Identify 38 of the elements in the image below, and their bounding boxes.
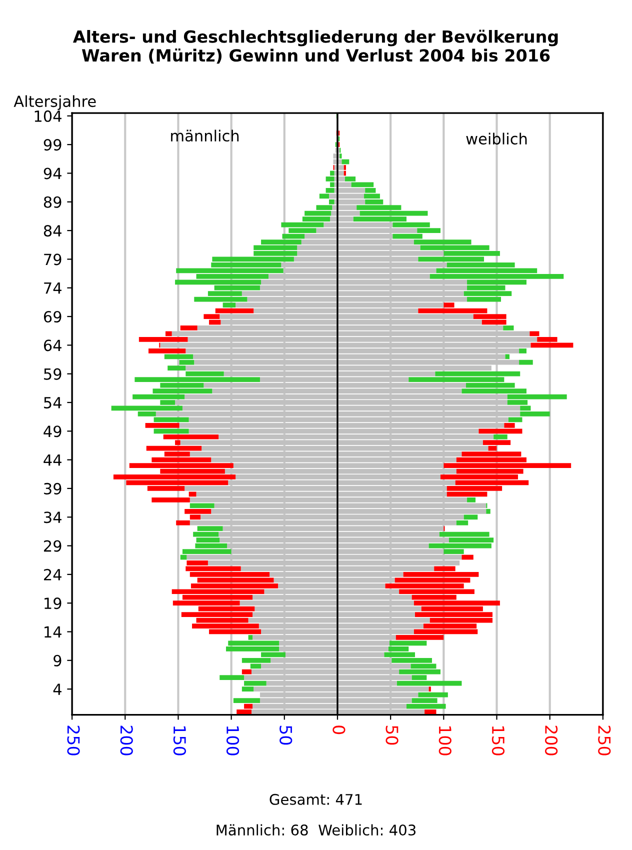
- y-tick-label: 39: [44, 482, 62, 494]
- y-tick-label: 29: [44, 540, 62, 552]
- y-tick-label: 24: [44, 568, 62, 580]
- chart-title: Alters- und Geschlechtsgliederung der Bevölkerung Waren (Müritz) Gewinn und Verlust 2004 bis 2016: [72, 30, 558, 64]
- y-tick-label: 74: [44, 282, 62, 294]
- y-tick-label: 99: [44, 139, 62, 151]
- text: Gesamt: 471: [270, 794, 362, 805]
- x-tick-label: 100: [226, 726, 240, 756]
- y-tick-label: 64: [44, 340, 62, 352]
- x-tick-label: 200: [545, 726, 558, 756]
- x-tick-label: 250: [67, 726, 80, 756]
- y-tick-label: 59: [44, 368, 62, 380]
- y-tick-label: 54: [44, 397, 62, 409]
- y-tick-label: 49: [44, 426, 62, 438]
- y-tick-label: 84: [44, 225, 62, 237]
- annotation: weiblich: [466, 132, 527, 145]
- y-tick-label: 14: [44, 626, 62, 638]
- y-tick-label: 79: [44, 254, 62, 266]
- text: Männlich: 68 Weiblich: 403: [216, 824, 416, 836]
- y-tick-label: 44: [44, 454, 62, 466]
- x-tick-label: 150: [492, 726, 505, 756]
- y-tick-label: 94: [44, 168, 62, 180]
- x-tick-label: 100: [438, 726, 452, 756]
- x-tick-label: 250: [598, 726, 611, 756]
- y-tick-label: 89: [44, 196, 62, 208]
- y-tick-label: 104: [34, 110, 62, 122]
- y-axis-title: Altersjahre: [14, 95, 96, 110]
- annotation: männlich: [171, 130, 239, 142]
- x-tick-label: 0: [332, 726, 346, 734]
- y-tick-label: 4: [53, 684, 62, 695]
- y-tick-label: 69: [44, 310, 62, 323]
- x-tick-label: 50: [386, 726, 398, 745]
- x-tick-label: 50: [280, 726, 292, 745]
- y-tick-label: 9: [54, 654, 62, 666]
- x-tick-label: 200: [120, 726, 133, 756]
- x-tick-label: 150: [173, 726, 186, 756]
- y-tick-label: 34: [44, 512, 62, 524]
- y-tick-label: 19: [44, 598, 62, 610]
